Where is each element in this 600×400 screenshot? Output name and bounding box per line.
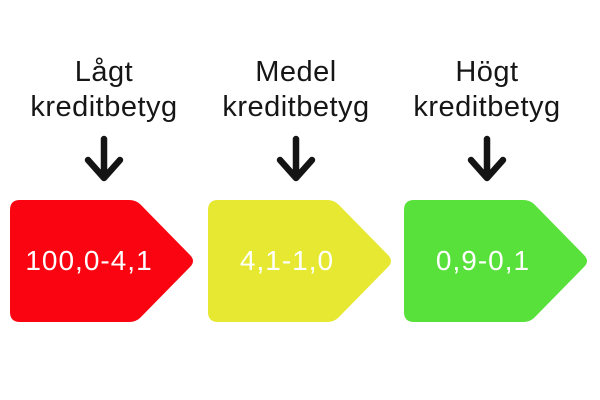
rating-label-medium: Medel kreditbetyg — [196, 55, 396, 125]
rating-label-medium-line1: Medel — [255, 56, 337, 88]
rating-arrow-medium: 4,1-1,0 — [208, 200, 394, 322]
rating-group-low-header: Lågt kreditbetyg — [4, 55, 204, 183]
rating-arrow-high: 0,9-0,1 — [404, 200, 590, 322]
rating-label-low-line2: kreditbetyg — [30, 91, 178, 123]
arrow-shape-path — [208, 200, 391, 322]
rating-label-low: Lågt kreditbetyg — [4, 55, 204, 125]
rating-label-high-line2: kreditbetyg — [413, 91, 561, 123]
rating-group-high-header: Högt kreditbetyg — [387, 55, 587, 183]
rating-arrow-shape-low — [10, 200, 193, 322]
rating-arrow-shape-high — [404, 200, 587, 322]
rating-arrow-low: 100,0-4,1 — [10, 200, 196, 322]
rating-range-high: 0,9-0,1 — [435, 245, 531, 276]
down-arrow-icon — [467, 135, 507, 182]
rating-range-medium: 4,1-1,0 — [239, 245, 335, 276]
arrow-shape-path — [10, 200, 193, 322]
rating-label-high: Högt kreditbetyg — [387, 55, 587, 125]
down-arrow-icon — [84, 135, 124, 182]
rating-label-high-line1: Högt — [455, 56, 519, 88]
rating-range-low: 100,0-4,1 — [25, 245, 153, 276]
rating-group-medium-header: Medel kreditbetyg — [196, 55, 396, 183]
arrow-shape-path — [404, 200, 587, 322]
rating-arrow-shape-medium — [208, 200, 391, 322]
down-arrow-icon — [276, 135, 316, 182]
rating-label-low-line1: Lågt — [74, 56, 134, 88]
rating-label-medium-line2: kreditbetyg — [222, 91, 370, 123]
